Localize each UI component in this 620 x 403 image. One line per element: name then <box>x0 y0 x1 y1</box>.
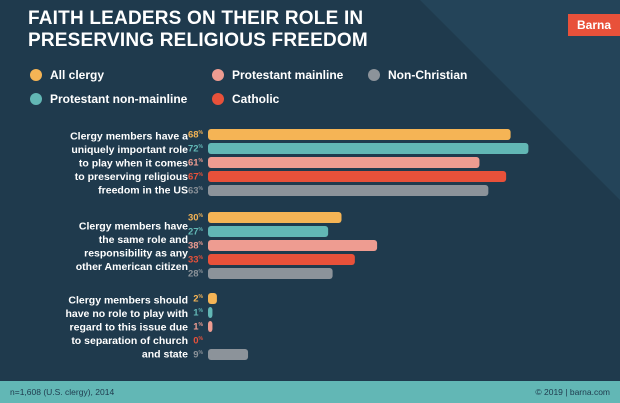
data-label: 67% <box>188 172 204 183</box>
data-label: 28% <box>188 269 204 280</box>
bar <box>208 240 378 251</box>
legend-swatch <box>30 93 42 105</box>
data-label-suffix: % <box>199 336 204 342</box>
data-label-suffix: % <box>199 241 204 247</box>
legend-label: Non-Christian <box>388 68 468 82</box>
data-label-suffix: % <box>199 144 204 150</box>
legend-label: Catholic <box>232 92 280 106</box>
data-label-suffix: % <box>199 308 204 314</box>
legend-swatch <box>368 69 380 81</box>
data-label-suffix: % <box>199 227 204 233</box>
bar <box>208 129 511 140</box>
category-label-line: and state <box>142 349 188 361</box>
category-label-line: other American citizen <box>76 261 188 273</box>
bar <box>208 226 329 237</box>
footer: n=1,608 (U.S. clergy), 2014 © 2019 | bar… <box>0 381 620 403</box>
category-label-line: freedom in the US <box>98 185 188 197</box>
bar <box>208 143 529 154</box>
data-label-suffix: % <box>199 255 204 261</box>
bar <box>208 157 480 168</box>
source-note: n=1,608 (U.S. clergy), 2014 <box>10 387 115 397</box>
data-label-suffix: % <box>199 294 204 300</box>
bar <box>208 171 507 182</box>
legend-swatch <box>212 93 224 105</box>
data-label-suffix: % <box>199 172 204 178</box>
category-label-line: uniquely important role <box>71 144 188 156</box>
data-label: 33% <box>188 255 204 266</box>
copyright: © 2019 | barna.com <box>535 387 610 397</box>
data-label-suffix: % <box>199 269 204 275</box>
data-label: 61% <box>188 158 204 169</box>
data-label: 27% <box>188 227 204 238</box>
data-label: 9% <box>193 350 203 361</box>
category-label: Clergy members have the same role and resp… <box>76 220 188 273</box>
category-label-line: to preserving religious <box>75 171 188 183</box>
legend-item-protestant-non-mainline: Protestant non-mainline <box>30 92 187 106</box>
legend-label: All clergy <box>50 68 105 82</box>
category-label-line: Clergy members have a <box>70 131 188 143</box>
category-label-line: to separation of church <box>71 335 188 347</box>
data-label-suffix: % <box>199 213 204 219</box>
category-label-line: have no role to play with <box>65 308 188 320</box>
data-label: 2% <box>193 294 203 305</box>
legend-item-protestant-mainline: Protestant mainline <box>212 68 343 82</box>
legend-item-catholic: Catholic <box>212 92 279 106</box>
data-label-suffix: % <box>199 130 204 136</box>
category-label-line: Clergy members should <box>68 295 188 307</box>
data-label: 1% <box>193 308 203 319</box>
data-label: 1% <box>193 322 203 333</box>
barna-logo: Barna <box>568 14 620 36</box>
data-label-suffix: % <box>199 322 204 328</box>
data-label-suffix: % <box>199 350 204 356</box>
legend-swatch <box>30 69 42 81</box>
bar <box>208 321 213 332</box>
data-label: 0% <box>193 336 203 347</box>
legend-item-non-christian: Non-Christian <box>368 68 467 82</box>
category-label-line: Clergy members have <box>79 220 188 232</box>
bar <box>208 268 333 279</box>
data-label-suffix: % <box>199 186 204 192</box>
category-label-line: responsibility as any <box>84 247 188 259</box>
bar <box>208 212 342 223</box>
legend: All clergy Protestant non-mainline Prote… <box>0 0 620 110</box>
legend-label: Protestant non-mainline <box>50 92 188 106</box>
data-label: 30% <box>188 213 204 224</box>
category-label: Clergy members have a uniquely important … <box>70 131 188 197</box>
bar <box>208 293 217 304</box>
legend-label: Protestant mainline <box>232 68 344 82</box>
bar <box>208 307 213 318</box>
legend-item-all-clergy: All clergy <box>30 68 104 82</box>
category-label: Clergy members should have no role to pla… <box>65 295 188 361</box>
data-label: 63% <box>188 186 204 197</box>
category-label-line: to play when it comes <box>79 158 188 170</box>
bar <box>208 185 489 196</box>
data-label: 68% <box>188 130 204 141</box>
category-label-line: regard to this issue due <box>70 322 189 334</box>
legend-swatch <box>212 69 224 81</box>
data-label: 38% <box>188 241 204 252</box>
title-line-2: PRESERVING RELIGIOUS FREEDOM <box>28 30 368 51</box>
category-label-line: the same role and <box>99 234 188 246</box>
data-label-suffix: % <box>199 158 204 164</box>
title-line-1: FAITH LEADERS ON THEIR ROLE IN <box>28 8 364 29</box>
bar <box>208 349 249 360</box>
chart-title: FAITH LEADERS ON THEIR ROLE IN PRESERVIN… <box>28 8 528 52</box>
bar <box>208 254 355 265</box>
data-label: 72% <box>188 144 204 155</box>
